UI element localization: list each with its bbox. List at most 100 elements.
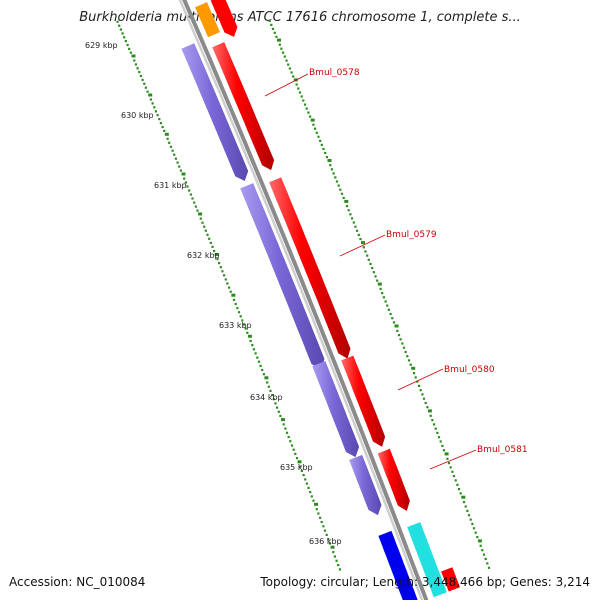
tick-dot-left-116 bbox=[437, 436, 441, 439]
tick-label-633: 633 kbp bbox=[219, 321, 252, 330]
tick-dot-right-124 bbox=[320, 520, 323, 524]
tick-dot-right-77 bbox=[242, 323, 246, 326]
tick-dot-right-101 bbox=[282, 423, 285, 426]
tick-dot-right-108 bbox=[294, 452, 297, 455]
tick-dot-right-9 bbox=[129, 51, 132, 54]
tick-dot-right-11 bbox=[133, 59, 136, 62]
tick-dot-left-76 bbox=[371, 267, 374, 270]
tick-dot-left-46 bbox=[320, 143, 323, 146]
tick-dot-left-136 bbox=[471, 522, 474, 525]
tick-dot-right-94 bbox=[271, 393, 274, 397]
gene-label-bmul-0578[interactable]: Bmul_0578 bbox=[309, 68, 360, 78]
tick-dot-right-131 bbox=[332, 551, 335, 554]
tick-dot-right-10 bbox=[131, 54, 136, 58]
tick-dot-left-61 bbox=[345, 205, 349, 208]
backbone-shadow bbox=[178, 0, 424, 600]
tick-dot-right-42 bbox=[184, 181, 187, 184]
tick-dot-right-89 bbox=[262, 373, 265, 376]
tick-dot-right-15 bbox=[139, 74, 142, 78]
tick-dot-left-95 bbox=[402, 346, 406, 349]
tick-dot-right-59 bbox=[213, 249, 216, 253]
tick-dot-right-95 bbox=[272, 398, 275, 401]
tick-dot-right-87 bbox=[259, 364, 262, 367]
tick-dot-right-52 bbox=[201, 221, 204, 224]
tick-dot-left-55 bbox=[335, 180, 339, 183]
tick-dot-left-65 bbox=[352, 221, 355, 224]
tick-dot-left-134 bbox=[467, 514, 471, 517]
tick-dot-left-92 bbox=[397, 334, 401, 337]
tick-dot-right-80 bbox=[247, 334, 252, 338]
gene-arrow-bmul-0581 bbox=[349, 454, 382, 516]
tick-dot-right-66 bbox=[224, 278, 227, 281]
tick-dot-left-25 bbox=[285, 59, 288, 62]
tick-dot-left-48 bbox=[324, 151, 327, 155]
tick-dot-left-85 bbox=[386, 304, 389, 307]
tick-dot-right-117 bbox=[309, 491, 312, 494]
tick-dot-right-35 bbox=[173, 153, 176, 156]
tick-dot-right-98 bbox=[277, 410, 280, 413]
tick-dot-left-31 bbox=[295, 83, 298, 86]
tick-dot-left-72 bbox=[364, 250, 367, 253]
tick-dot-left-75 bbox=[369, 262, 372, 265]
gene-label-bmul-0580[interactable]: Bmul_0580 bbox=[444, 365, 495, 375]
tick-dot-right-12 bbox=[134, 63, 137, 66]
tick-dot-right-57 bbox=[209, 241, 212, 244]
tick-dot-right-69 bbox=[229, 290, 232, 293]
tick-dot-right-115 bbox=[305, 482, 308, 485]
callout-line-bmul-0581 bbox=[429, 449, 477, 470]
tick-label-635: 635 kbp bbox=[280, 463, 313, 472]
tick-dot-left-112 bbox=[431, 419, 434, 422]
tick-dot-right-79 bbox=[246, 331, 249, 334]
tick-dot-left-78 bbox=[374, 275, 377, 278]
tick-dot-right-81 bbox=[249, 339, 252, 343]
tick-dot-right-65 bbox=[223, 274, 226, 277]
tick-dot-left-106 bbox=[421, 393, 424, 396]
tick-dot-right-8 bbox=[128, 47, 131, 50]
tick-dot-right-82 bbox=[251, 344, 254, 347]
tick-dot-right-30 bbox=[164, 132, 169, 136]
tick-label-636: 636 kbp bbox=[309, 537, 342, 546]
tick-dot-right-32 bbox=[168, 141, 171, 144]
tick-dot-left-109 bbox=[426, 406, 429, 409]
tick-dot-right-130 bbox=[330, 545, 335, 549]
tick-dot-left-68 bbox=[357, 233, 360, 236]
cds-arrow-bmul-0580 bbox=[341, 355, 386, 447]
tick-dot-left-15 bbox=[268, 19, 271, 23]
tick-dot-left-20 bbox=[277, 38, 281, 42]
tick-dot-left-38 bbox=[307, 111, 310, 114]
cds-arrow-bmul-0578 bbox=[212, 42, 275, 171]
tick-dot-left-131 bbox=[462, 501, 466, 504]
tick-dot-right-13 bbox=[136, 67, 139, 70]
tick-dot-left-42 bbox=[314, 127, 317, 130]
tick-dot-left-58 bbox=[340, 192, 344, 195]
tick-dot-right-55 bbox=[206, 233, 209, 236]
tick-dots-layer bbox=[116, 19, 491, 571]
tick-dot-left-139 bbox=[476, 536, 479, 539]
tick-dot-right-25 bbox=[156, 114, 159, 117]
gene-label-bmul-0581[interactable]: Bmul_0581 bbox=[477, 445, 528, 455]
gene-arrow-bmul-0578 bbox=[181, 43, 249, 182]
tick-dot-right-40 bbox=[181, 172, 186, 176]
tick-dot-left-126 bbox=[454, 479, 457, 482]
tick-dot-left-99 bbox=[409, 363, 412, 366]
tick-dot-left-86 bbox=[387, 308, 390, 311]
tick-dot-left-120 bbox=[444, 452, 449, 456]
tick-dot-right-24 bbox=[154, 110, 157, 113]
tick-dot-right-126 bbox=[323, 529, 327, 532]
tick-dot-left-22 bbox=[280, 47, 283, 50]
tick-dot-right-71 bbox=[232, 298, 236, 301]
tick-dot-left-105 bbox=[419, 389, 422, 392]
tick-dot-right-6 bbox=[124, 40, 127, 43]
gene-label-bmul-0579[interactable]: Bmul_0579 bbox=[386, 230, 437, 240]
tick-dot-left-77 bbox=[372, 271, 375, 274]
tick-dot-right-116 bbox=[307, 486, 310, 489]
tick-dot-left-37 bbox=[305, 107, 308, 110]
tick-dot-right-19 bbox=[146, 90, 149, 93]
tick-dot-right-1 bbox=[116, 20, 119, 23]
tick-dot-left-111 bbox=[429, 414, 432, 417]
tick-dot-left-41 bbox=[312, 123, 315, 126]
tick-dot-right-62 bbox=[218, 262, 221, 265]
tick-dot-left-115 bbox=[436, 431, 439, 434]
tick-dot-left-82 bbox=[381, 292, 384, 295]
tick-dot-left-144 bbox=[484, 557, 487, 561]
